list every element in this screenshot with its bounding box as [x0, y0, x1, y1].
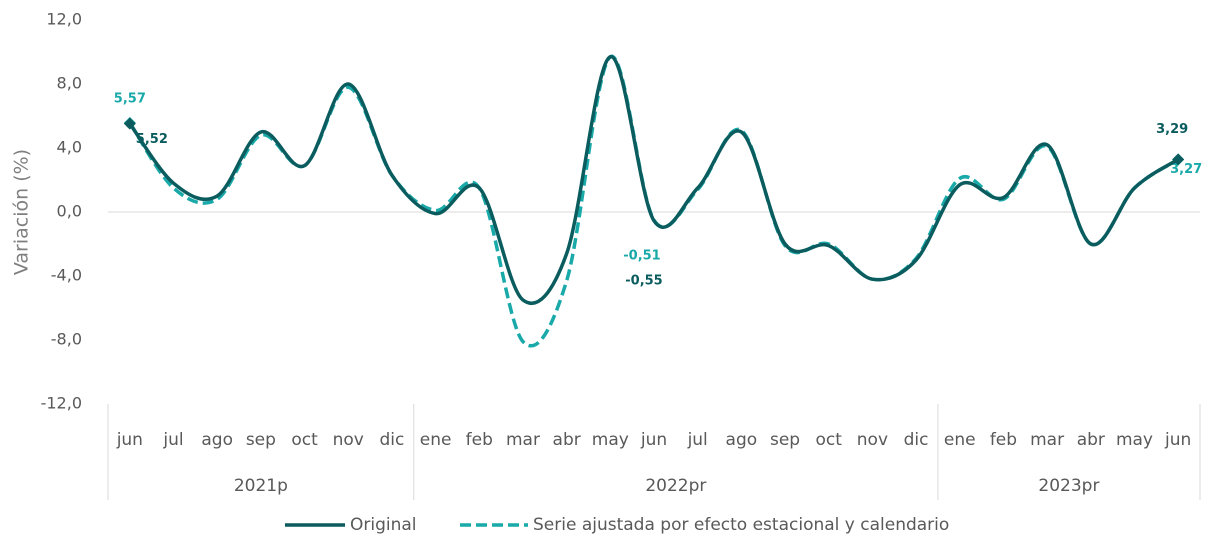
x-tick-label: mar	[1030, 430, 1064, 450]
y-tick-label: 4,0	[57, 138, 82, 157]
x-tick-label: abr	[1077, 430, 1105, 450]
x-tick-label: ago	[726, 430, 758, 450]
group-label: 2021p	[234, 476, 288, 496]
legend-label: Original	[350, 515, 417, 535]
x-tick-label: oct	[291, 430, 318, 450]
y-tick-label: 12,0	[46, 10, 82, 29]
x-tick-label: jul	[687, 430, 708, 450]
x-tick-label: abr	[553, 430, 581, 450]
data-label: 5,57	[114, 91, 146, 106]
x-tick-label: dic	[904, 430, 929, 450]
data-label: -0,51	[623, 249, 660, 264]
x-tick-label: jun	[1164, 430, 1191, 450]
x-tick-label: ene	[944, 430, 976, 450]
group-label: 2022pr	[645, 476, 706, 496]
y-tick-label: 8,0	[57, 74, 82, 93]
x-tick-label: feb	[990, 430, 1017, 450]
x-tick-label: may	[592, 430, 629, 450]
x-tick-label: ene	[420, 430, 452, 450]
x-tick-label: jun	[116, 430, 143, 450]
data-label: -0,55	[625, 273, 662, 288]
x-tick-label: nov	[857, 430, 888, 450]
data-label: 5,52	[136, 132, 168, 147]
x-tick-label: sep	[246, 430, 276, 450]
x-tick-label: jul	[162, 430, 183, 450]
y-tick-label: 0,0	[57, 202, 82, 221]
x-tick-label: ago	[201, 430, 233, 450]
x-tick-label: dic	[379, 430, 404, 450]
y-tick-label: -12,0	[41, 394, 82, 413]
y-tick-label: -4,0	[51, 266, 82, 285]
x-tick-label: oct	[816, 430, 843, 450]
legend-label: Serie ajustada por efecto estacional y c…	[533, 515, 949, 535]
y-tick-label: -8,0	[51, 330, 82, 349]
marker	[1172, 153, 1185, 166]
group-label: 2023pr	[1038, 476, 1099, 496]
series-line	[128, 55, 1180, 305]
x-tick-label: jun	[640, 430, 667, 450]
x-tick-label: mar	[506, 430, 540, 450]
x-tick-label: nov	[333, 430, 364, 450]
x-tick-label: sep	[770, 430, 800, 450]
data-label: 3,27	[1170, 162, 1202, 177]
data-label: 3,29	[1156, 122, 1188, 137]
y-axis-title: Variación (%)	[11, 149, 33, 275]
x-tick-label: may	[1116, 430, 1153, 450]
x-tick-label: feb	[466, 430, 493, 450]
marker	[123, 117, 136, 130]
series-line	[128, 55, 1180, 348]
